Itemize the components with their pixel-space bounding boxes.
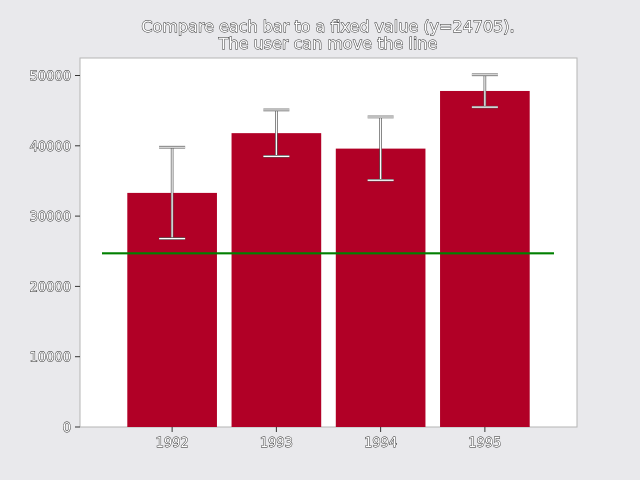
y-tick-label: 10000 (30, 351, 71, 366)
chart-subtitle: The user can move the line (218, 34, 438, 53)
y-axis: 0 10000 20000 30000 40000 50000 (29, 69, 80, 436)
chart-title: Compare each bar to a fixed value (y=247… (141, 17, 514, 36)
y-tick-label: 40000 (30, 140, 71, 155)
bar-1993 (231, 133, 322, 427)
y-tick-label: 30000 (30, 210, 71, 225)
x-tick-label-1995: 1995 (468, 436, 501, 451)
y-tick-label: 50000 (30, 70, 71, 85)
bar-1995 (440, 90, 530, 427)
y-tick-label: 20000 (30, 280, 71, 295)
bars-group (127, 90, 530, 427)
error-bars-group (159, 73, 498, 240)
x-tick-label-1992: 1992 (156, 436, 189, 451)
x-axis: 1992 1993 1994 1995 (155, 427, 502, 451)
x-tick-label-1994: 1994 (364, 436, 397, 451)
bar-1994 (335, 148, 426, 427)
x-tick-label-1993: 1993 (260, 436, 293, 451)
y-tick-label: 0 (63, 421, 71, 436)
